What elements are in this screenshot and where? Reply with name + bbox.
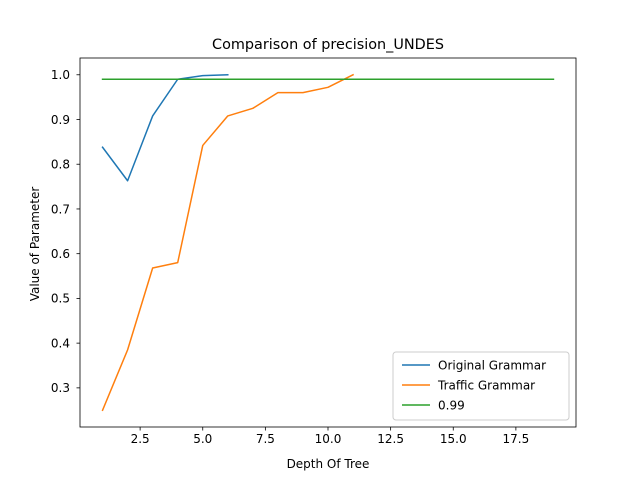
legend-label-1: Traffic Grammar — [437, 378, 535, 392]
x-tick-label: 10.0 — [315, 432, 342, 446]
y-tick-label: 0.4 — [51, 336, 70, 350]
series-lines — [101, 73, 555, 412]
x-tick-label: 15.0 — [440, 432, 467, 446]
series-line-0 — [101, 73, 229, 182]
legend-label-2: 0.99 — [438, 398, 465, 412]
y-axis-label: Value of Parameter — [28, 187, 42, 302]
y-tick-label: 0.6 — [51, 247, 70, 261]
x-tick-label: 17.5 — [503, 432, 530, 446]
chart-title: Comparison of precision_UNDES — [212, 37, 444, 53]
y-tick-label: 0.3 — [51, 381, 70, 395]
plot-area-frame — [79, 57, 577, 428]
x-axis: 2.5 5.0 7.5 10.0 12.5 15.0 17.5 — [131, 427, 530, 446]
x-tick-label: 2.5 — [131, 432, 150, 446]
series-line-1 — [101, 73, 355, 412]
y-tick-label: 0.9 — [51, 113, 70, 127]
legend-label-0: Original Grammar — [438, 358, 546, 372]
x-tick-label: 12.5 — [377, 432, 404, 446]
x-axis-label: Depth Of Tree — [287, 457, 370, 471]
y-tick-label: 0.8 — [51, 158, 70, 172]
y-tick-label: 0.5 — [51, 292, 70, 306]
legend-box — [392, 351, 570, 421]
y-tick-label: 0.7 — [51, 202, 70, 216]
y-axis: 0.3 0.4 0.5 0.6 0.7 0.8 0.9 1.0 — [51, 68, 80, 395]
x-tick-label: 7.5 — [256, 432, 275, 446]
legend: Original Grammar Traffic Grammar 0.99 — [392, 351, 570, 421]
x-tick-label: 5.0 — [193, 432, 212, 446]
y-tick-label: 1.0 — [51, 68, 70, 82]
